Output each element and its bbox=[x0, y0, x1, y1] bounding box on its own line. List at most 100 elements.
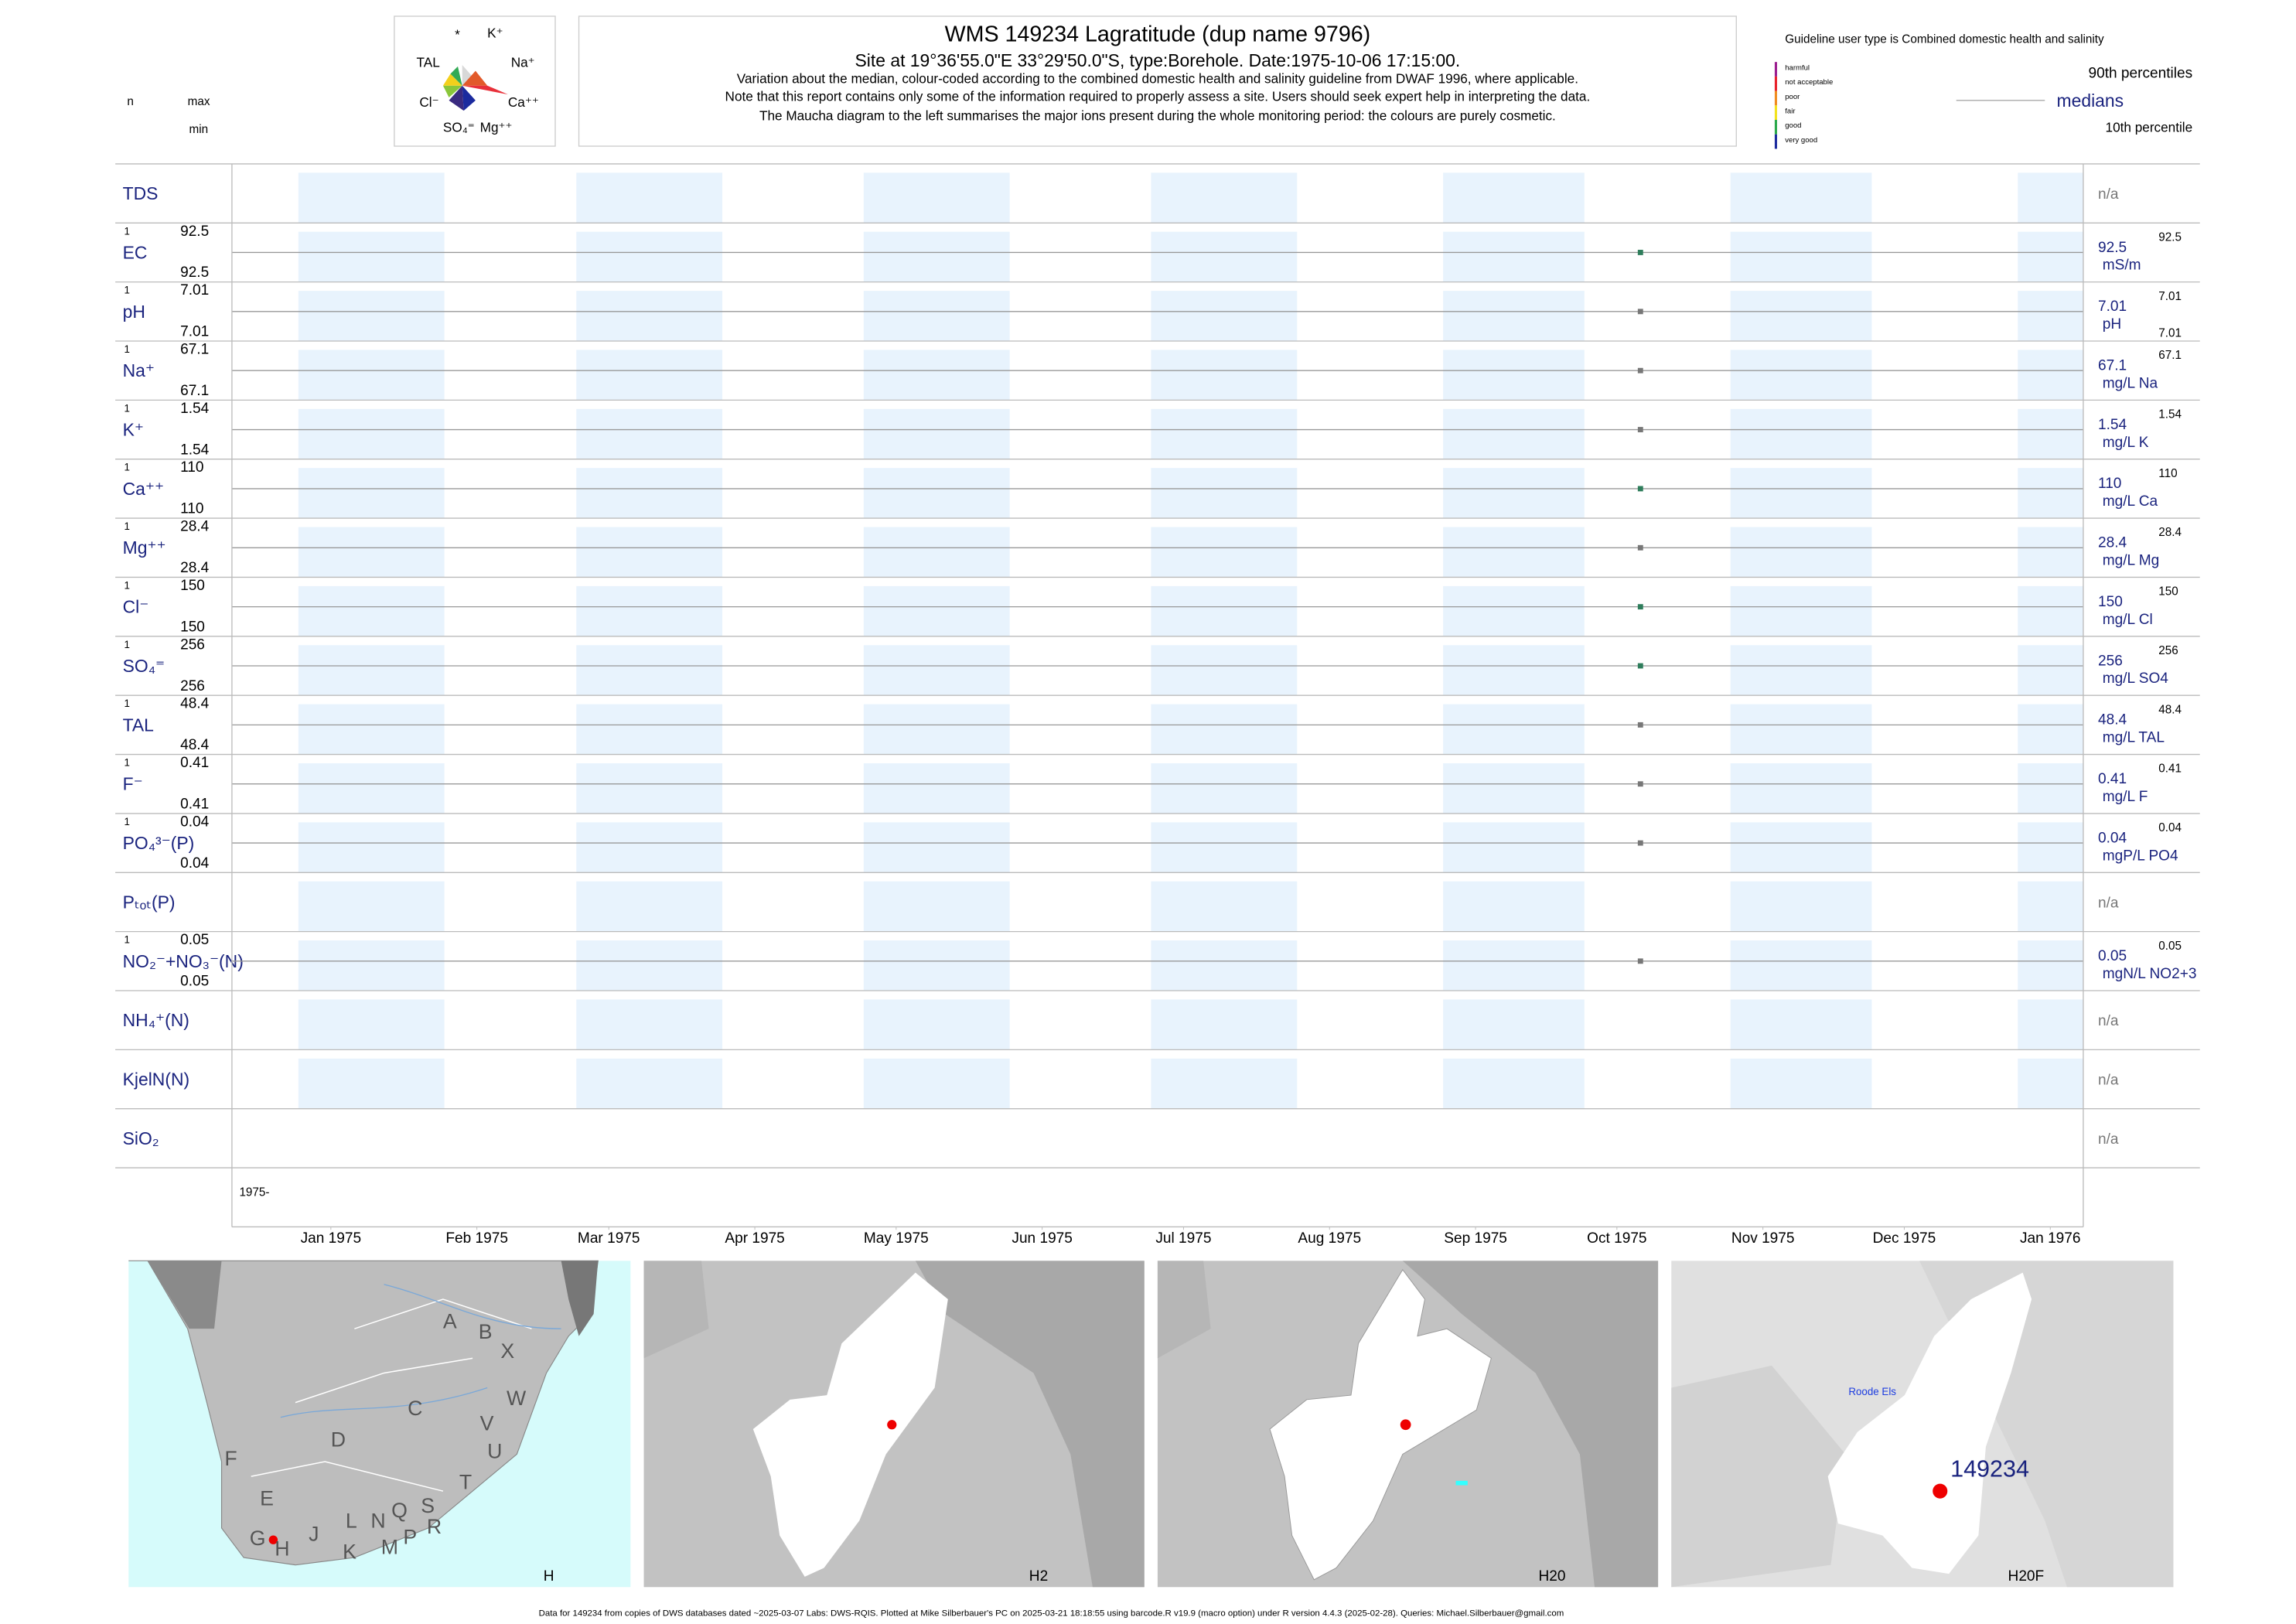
month-band bbox=[298, 940, 445, 991]
month-band bbox=[2018, 291, 2083, 341]
month-band bbox=[576, 940, 723, 991]
parameter-label: SO₄⁼ bbox=[123, 656, 165, 676]
parameter-label: TDS bbox=[123, 183, 159, 203]
p90-value: 256 bbox=[2158, 644, 2178, 657]
guideline-class: not acceptable bbox=[1785, 78, 1833, 87]
not-available: n/a bbox=[2098, 1013, 2119, 1029]
month-band bbox=[576, 350, 723, 401]
month-band bbox=[863, 291, 1010, 341]
count: 1 bbox=[125, 757, 130, 769]
month-band bbox=[576, 645, 723, 696]
x-tick-label: Jan 1976 bbox=[2020, 1230, 2081, 1247]
month-band bbox=[298, 999, 445, 1050]
site-marker bbox=[1933, 1483, 1948, 1499]
count: 1 bbox=[125, 343, 130, 355]
region-label: R bbox=[427, 1515, 442, 1538]
region-label: M bbox=[381, 1536, 398, 1559]
region-label: X bbox=[500, 1339, 514, 1363]
column-header: n bbox=[127, 95, 134, 108]
site-marker bbox=[887, 1420, 897, 1430]
region-label: S bbox=[421, 1494, 435, 1517]
parameter-label: NO₂⁻+NO₃⁻(N) bbox=[123, 951, 244, 971]
min-value: 110 bbox=[180, 501, 203, 517]
map-h2 bbox=[643, 1261, 1145, 1588]
sample-point bbox=[1637, 427, 1643, 432]
maucha-box bbox=[394, 15, 556, 147]
median-value: 92.5 bbox=[2098, 240, 2127, 256]
min-value: 150 bbox=[180, 619, 205, 635]
month-band bbox=[2018, 231, 2083, 282]
sample-point bbox=[1637, 781, 1643, 787]
min-value: 256 bbox=[180, 678, 205, 694]
year-label: 1975- bbox=[239, 1186, 269, 1199]
x-tick-label: Dec 1975 bbox=[1873, 1230, 1936, 1247]
legend-median: medians bbox=[2057, 90, 2124, 111]
month-band bbox=[1151, 291, 1298, 341]
month-band bbox=[576, 822, 723, 873]
maucha-label: Mg⁺⁺ bbox=[480, 120, 513, 135]
median-value: 0.05 bbox=[2098, 948, 2127, 964]
median-value: 0.41 bbox=[2098, 771, 2127, 787]
x-tick-label: Sep 1975 bbox=[1444, 1230, 1507, 1247]
p90-value: 67.1 bbox=[2158, 349, 2182, 362]
panels: TDS n/a EC 1 92.5 92.5 92.5 mS/m 92.5 pH 1 7.01 7.01… bbox=[115, 163, 2200, 1247]
column-header: max bbox=[188, 95, 210, 108]
guideline-title: Guideline user type is Combined domestic… bbox=[1785, 33, 2104, 46]
month-band bbox=[1443, 231, 1585, 282]
max-value: 0.41 bbox=[180, 755, 209, 771]
map-h20f bbox=[1671, 1261, 2174, 1588]
region-label: P bbox=[403, 1525, 417, 1548]
p90-value: 0.41 bbox=[2158, 763, 2182, 776]
sample-point bbox=[1637, 663, 1643, 669]
maucha-label: K⁺ bbox=[487, 25, 503, 40]
month-band bbox=[576, 1058, 723, 1109]
month-band bbox=[1443, 172, 1585, 223]
max-value: 150 bbox=[180, 578, 205, 594]
count: 1 bbox=[125, 698, 130, 709]
month-band bbox=[863, 763, 1010, 814]
parameter-label: Pₜₒₜ(P) bbox=[123, 892, 176, 912]
max-value: 0.04 bbox=[180, 814, 210, 830]
region-label: T bbox=[459, 1471, 472, 1494]
month-band bbox=[2018, 999, 2083, 1050]
parameter-label: F⁻ bbox=[123, 774, 143, 794]
month-band bbox=[298, 527, 445, 578]
sample-point bbox=[1637, 250, 1643, 255]
median-value: 256 bbox=[2098, 653, 2123, 669]
parameter-label: KjelN(N) bbox=[123, 1070, 189, 1090]
max-value: 110 bbox=[180, 459, 203, 476]
x-tick-label: Apr 1975 bbox=[725, 1230, 784, 1247]
guideline-swatch bbox=[1774, 90, 1777, 106]
region-label: G bbox=[250, 1527, 266, 1550]
region-label: D bbox=[331, 1428, 346, 1451]
legend-p90: 90th percentiles bbox=[2088, 66, 2192, 82]
month-band bbox=[1730, 704, 1872, 755]
x-tick-label: Nov 1975 bbox=[1731, 1230, 1795, 1247]
unit: mg/L Na bbox=[2103, 375, 2158, 391]
map-label: H20 bbox=[1538, 1568, 1565, 1585]
note: Variation about the median, colour-coded… bbox=[737, 71, 1578, 87]
sample-point bbox=[1637, 958, 1643, 964]
median-value: 150 bbox=[2098, 594, 2123, 610]
month-band bbox=[298, 408, 445, 459]
guideline-class: good bbox=[1785, 121, 1801, 130]
count: 1 bbox=[125, 816, 130, 827]
unit: mg/L Mg bbox=[2103, 553, 2160, 569]
parameter-label: TAL bbox=[123, 715, 154, 735]
median-value: 67.1 bbox=[2098, 358, 2127, 374]
median-value: 48.4 bbox=[2098, 712, 2127, 728]
region-label: J bbox=[309, 1523, 319, 1546]
count: 1 bbox=[125, 285, 130, 296]
month-band bbox=[1443, 645, 1585, 696]
count: 1 bbox=[125, 402, 130, 414]
month-band bbox=[576, 468, 723, 519]
month-band bbox=[576, 763, 723, 814]
sample-point bbox=[1637, 367, 1643, 374]
month-band bbox=[863, 999, 1010, 1050]
month-band bbox=[1151, 704, 1298, 755]
month-band bbox=[298, 881, 445, 932]
month-band bbox=[576, 881, 723, 932]
guideline-swatch bbox=[1774, 134, 1777, 149]
p90-value: 92.5 bbox=[2158, 230, 2182, 244]
month-band bbox=[1151, 940, 1298, 991]
